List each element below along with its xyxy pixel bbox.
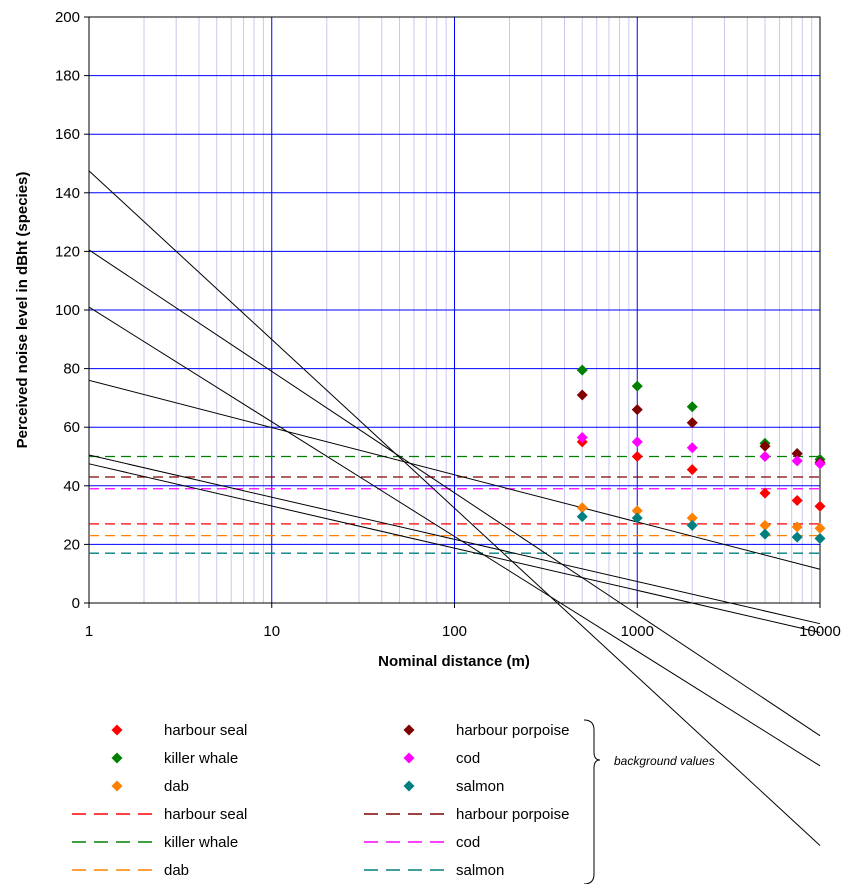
legend-label: harbour porpoise — [456, 806, 569, 823]
x-axis-title: Nominal distance (m) — [378, 653, 530, 670]
trendline-killer-whale — [88, 170, 821, 846]
data-points — [576, 364, 826, 545]
trendline-dab — [88, 454, 821, 625]
point-cod — [759, 451, 771, 462]
point-salmon — [759, 528, 771, 540]
point-killer-whale — [576, 364, 588, 376]
legend-label: cod — [456, 834, 480, 851]
x-tick-label: 10 — [263, 623, 280, 640]
legend-marker-salmon — [403, 780, 415, 792]
point-harbour-seal — [631, 451, 643, 462]
y-tick-label: 100 — [55, 302, 80, 319]
trendline-salmon — [88, 463, 821, 633]
legend: harbour seal harbour porpoise killer whale… — [72, 722, 569, 879]
point-cod — [686, 442, 698, 454]
y-tick-label: 200 — [55, 9, 80, 26]
y-tick-label: 20 — [63, 536, 80, 553]
x-tick-label: 10000 — [799, 623, 841, 640]
legend-label: dab — [164, 862, 189, 879]
point-killer-whale — [686, 401, 698, 413]
point-harbour-porpoise — [791, 448, 803, 460]
legend-label: salmon — [456, 778, 504, 795]
point-harbour-porpoise — [576, 389, 588, 401]
legend-marker-dab — [111, 780, 123, 792]
y-axis-title: Perceived noise level in dBht (species) — [14, 172, 31, 449]
legend-marker-killer-whale — [111, 752, 123, 764]
y-tick-label: 0 — [72, 595, 80, 612]
trendline-cod — [88, 379, 821, 570]
point-harbour-seal — [759, 487, 771, 499]
legend-marker-cod — [403, 752, 415, 764]
point-cod — [631, 436, 643, 448]
legend-label: killer whale — [164, 750, 238, 767]
legend-label: dab — [164, 778, 189, 795]
legend-label: killer whale — [164, 834, 238, 851]
background-values-note: background values — [614, 754, 715, 768]
point-cod — [814, 458, 826, 470]
point-salmon — [791, 531, 803, 543]
point-dab — [759, 519, 771, 531]
y-tick-label: 140 — [55, 185, 80, 202]
point-dab — [631, 505, 643, 517]
y-tick-label: 120 — [55, 243, 80, 260]
point-salmon — [814, 533, 826, 545]
point-killer-whale — [631, 380, 643, 392]
point-dab — [791, 521, 803, 533]
legend-brace — [583, 719, 601, 884]
point-dab — [814, 522, 826, 534]
x-tick-label: 1000 — [621, 623, 654, 640]
point-cod — [576, 431, 588, 443]
point-harbour-porpoise — [631, 404, 643, 416]
point-harbour-seal — [686, 464, 698, 476]
point-harbour-seal — [791, 494, 803, 506]
point-cod — [791, 455, 803, 467]
point-dab — [576, 502, 588, 514]
y-tick-label: 160 — [55, 126, 80, 143]
legend-label: salmon — [456, 862, 504, 879]
point-harbour-seal — [814, 500, 826, 512]
grid-lines — [89, 17, 820, 603]
trendline-harbour-seal — [88, 306, 821, 767]
background-lines — [89, 455, 820, 554]
legend-label: harbour seal — [164, 722, 247, 739]
point-salmon — [631, 512, 643, 524]
point-salmon — [686, 519, 698, 531]
legend-label: harbour seal — [164, 806, 247, 823]
trend-lines — [88, 170, 821, 846]
legend-label: cod — [456, 750, 480, 767]
legend-label: harbour porpoise — [456, 722, 569, 739]
x-tick-label: 1 — [85, 623, 93, 640]
x-tick-label: 100 — [442, 623, 467, 640]
legend-marker-harbour-seal — [111, 724, 123, 736]
y-tick-label: 40 — [63, 478, 80, 495]
point-dab — [686, 512, 698, 524]
point-harbour-porpoise — [686, 417, 698, 429]
x-tick-labels: 1 10 100 1000 10000 — [85, 603, 841, 640]
point-salmon — [576, 511, 588, 523]
legend-marker-harbour-porpoise — [403, 724, 415, 736]
y-tick-label: 60 — [63, 419, 80, 436]
trendline-harbour-porpoise — [88, 249, 821, 737]
y-tick-label: 180 — [55, 68, 80, 85]
point-harbour-porpoise — [759, 440, 771, 452]
y-tick-labels: 0 20 40 60 80 100 120 140 160 180 200 — [55, 9, 89, 612]
y-tick-label: 80 — [63, 361, 80, 378]
